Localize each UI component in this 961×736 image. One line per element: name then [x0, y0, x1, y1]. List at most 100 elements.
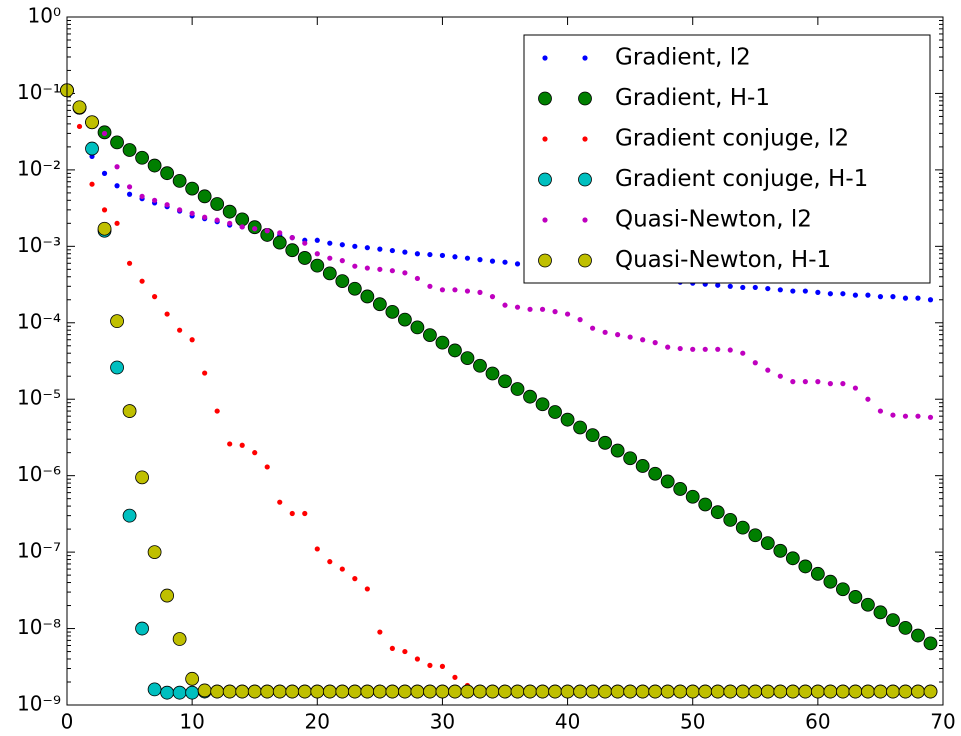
dot-marker [827, 381, 833, 387]
dot-marker [189, 337, 195, 343]
dot-marker [715, 346, 721, 352]
dot-marker [302, 510, 308, 517]
dot-marker [840, 381, 846, 387]
circle-marker [810, 566, 825, 581]
circle-marker [372, 684, 387, 699]
y-tick-label: 10⁻² [17, 156, 61, 180]
dot-marker [752, 360, 758, 366]
circle-marker [585, 428, 600, 443]
legend: Gradient, l2 Gradient, H-1 Gradient conjug… [523, 34, 931, 284]
dot-marker [189, 210, 195, 216]
dot-marker [402, 648, 408, 655]
circle-marker [578, 91, 592, 106]
dot-marker [865, 396, 871, 402]
dot-marker [126, 260, 133, 266]
circle-marker [397, 312, 412, 327]
circle-marker [172, 632, 187, 646]
circle-marker [185, 181, 200, 196]
dot-marker [364, 265, 370, 271]
circle-marker [898, 684, 913, 699]
circle-marker [448, 343, 462, 358]
dot-marker [590, 325, 596, 331]
dot-marker [327, 240, 333, 246]
circle-marker [410, 684, 425, 699]
circle-marker [548, 405, 562, 419]
circle-marker [560, 684, 575, 699]
circle-marker [147, 545, 162, 560]
circle-marker [185, 671, 200, 686]
circle-marker [723, 684, 738, 699]
dot-marker [289, 510, 295, 517]
dot-marker [214, 217, 220, 223]
y-tick-label: 10⁻⁵ [17, 386, 61, 410]
dot-marker [927, 297, 934, 303]
circle-marker [823, 684, 838, 699]
circle-marker [861, 597, 875, 612]
dot-marker [177, 327, 183, 333]
circle-marker [372, 297, 387, 312]
dot-marker [427, 662, 433, 668]
circle-marker [538, 172, 552, 187]
circle-marker [322, 684, 337, 699]
circle-marker [785, 684, 800, 699]
dot-marker [582, 136, 588, 142]
circle-marker [485, 684, 500, 699]
x-tick-label: 0 [61, 710, 74, 734]
circle-marker [735, 520, 750, 535]
y-tick-label: 10⁻⁷ [17, 539, 61, 563]
circle-marker [535, 684, 550, 699]
legend-label: Gradient, l2 [615, 45, 751, 71]
circle-marker [473, 684, 487, 699]
circle-marker [898, 620, 913, 635]
circle-marker [635, 684, 650, 699]
circle-marker [285, 243, 300, 258]
circle-marker [335, 684, 350, 699]
axes-frame [66, 16, 944, 706]
dot-marker [252, 450, 258, 456]
circle-marker [360, 684, 375, 699]
dot-marker [727, 283, 733, 289]
circle-marker [760, 536, 775, 551]
circle-marker [685, 684, 700, 699]
circle-marker [585, 684, 600, 699]
circle-marker [873, 684, 888, 699]
dot-marker [289, 235, 295, 241]
circle-marker [911, 684, 925, 699]
circle-marker [360, 289, 375, 304]
dot-marker [452, 287, 458, 293]
circle-marker [886, 613, 900, 628]
dot-marker [542, 217, 548, 223]
dot-marker [890, 294, 896, 300]
dot-marker [252, 226, 258, 232]
circle-marker [861, 684, 875, 699]
dot-marker [327, 559, 333, 565]
circle-marker [535, 397, 550, 412]
dot-marker [139, 193, 145, 199]
circle-marker [798, 684, 813, 699]
circle-marker [510, 684, 525, 699]
circle-marker [823, 574, 838, 589]
circle-marker [110, 360, 124, 375]
circle-marker [698, 497, 713, 512]
y-tick-label: 10⁻¹ [17, 80, 61, 104]
circle-marker [723, 512, 738, 527]
dot-marker [815, 379, 821, 385]
x-tick-label: 40 [555, 710, 580, 734]
dot-marker [740, 350, 746, 356]
circle-marker [85, 115, 99, 130]
series [60, 83, 938, 699]
dot-marker [402, 249, 408, 255]
dot-marker [790, 288, 796, 294]
dot-marker [765, 367, 771, 373]
circle-marker [785, 551, 800, 566]
circle-marker [798, 559, 813, 574]
dot-marker [915, 413, 921, 419]
dot-marker [239, 442, 245, 448]
circle-marker [510, 382, 525, 396]
x-tick-label: 30 [430, 710, 455, 734]
dot-marker [690, 346, 696, 352]
circle-marker [147, 158, 162, 173]
circle-marker [210, 197, 225, 211]
circle-marker [297, 251, 312, 265]
dot-marker [802, 379, 808, 385]
